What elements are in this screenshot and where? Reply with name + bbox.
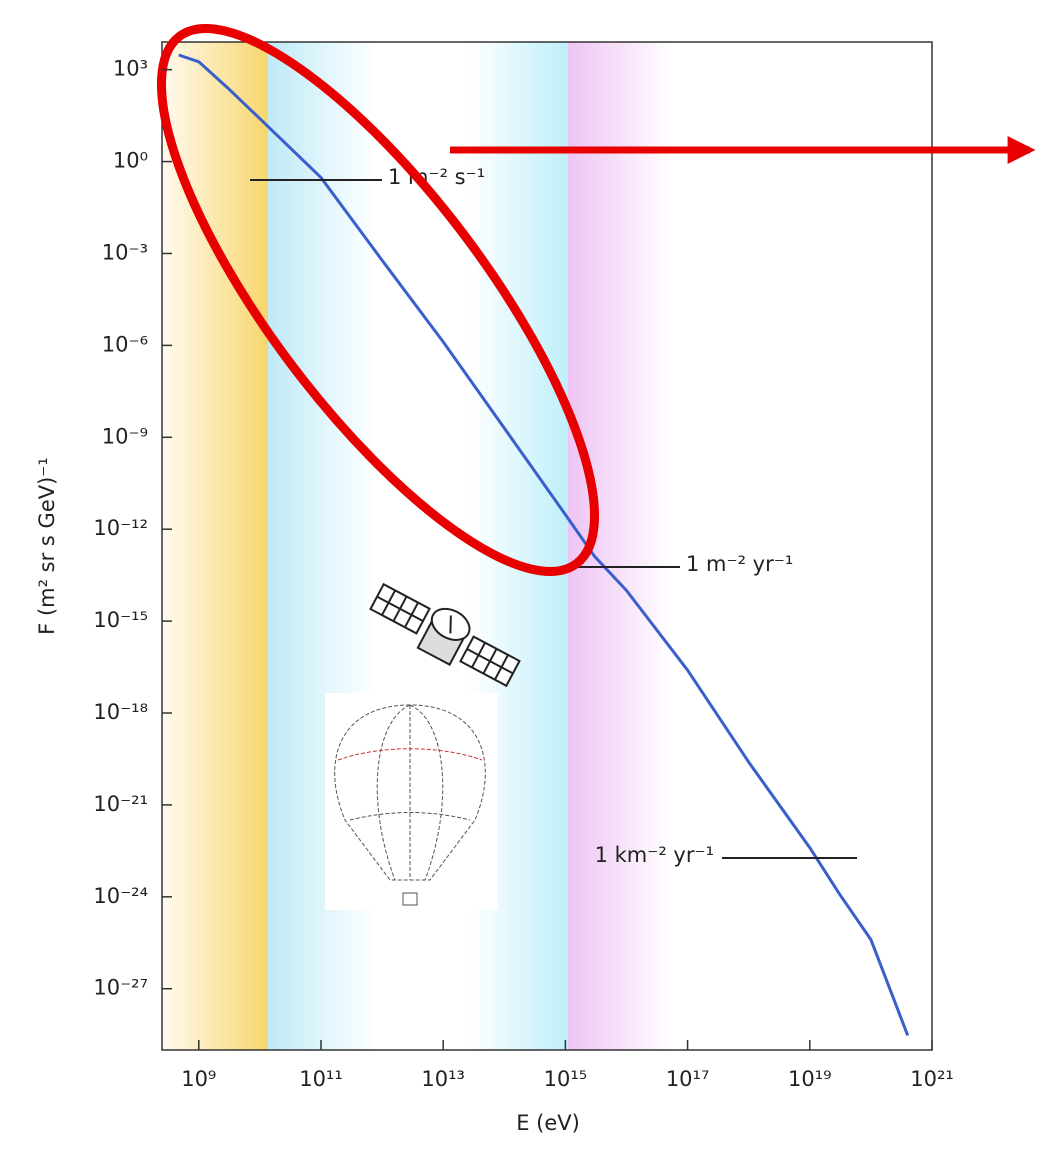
y-tick-label: 10⁻²⁷	[93, 976, 148, 1000]
x-tick-label: 10¹⁷	[666, 1067, 710, 1091]
annotation: 1 m⁻² yr⁻¹	[686, 552, 793, 576]
y-axis-label: F (m² sr s GeV)⁻¹	[35, 457, 59, 635]
x-tick-label: 10¹⁹	[788, 1067, 832, 1091]
y-tick-label: 10⁻¹⁵	[93, 608, 148, 632]
balloon-icon	[325, 693, 498, 910]
x-tick-label: 10¹³	[421, 1067, 465, 1091]
y-tick-label: 10³	[113, 57, 148, 81]
annotation-lines	[250, 179, 857, 859]
x-tick-label: 10¹¹	[299, 1067, 343, 1091]
x-axis-label: E (eV)	[516, 1111, 580, 1135]
x-tick-label: 10¹⁵	[544, 1067, 588, 1091]
background-bands	[162, 42, 672, 1050]
annotation: 1 km⁻² yr⁻¹	[595, 843, 714, 867]
flux-line	[178, 53, 910, 1036]
x-tick-label: 10⁹	[181, 1067, 216, 1091]
y-tick-label: 10⁻³	[102, 240, 148, 264]
highlight-ellipse	[156, 24, 600, 576]
y-tick-label: 10⁻⁶	[102, 332, 148, 356]
annotation: 1 m⁻² s⁻¹	[388, 165, 485, 189]
y-tick-label: 10⁻²¹	[93, 792, 148, 816]
plot-frame	[161, 41, 933, 1051]
satellite-icon	[369, 582, 521, 688]
y-tick-label: 10⁻²⁴	[93, 884, 148, 908]
y-tick-label: 10⁻⁹	[102, 424, 148, 448]
x-tick-label: 10²¹	[910, 1067, 954, 1091]
y-tick-label: 10⁻¹²	[93, 516, 148, 540]
plot	[178, 53, 910, 1036]
y-tick-label: 10⁰	[113, 149, 148, 173]
y-tick-label: 10⁻¹⁸	[93, 700, 148, 724]
